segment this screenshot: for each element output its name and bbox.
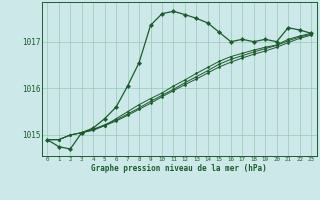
X-axis label: Graphe pression niveau de la mer (hPa): Graphe pression niveau de la mer (hPa) bbox=[91, 164, 267, 173]
